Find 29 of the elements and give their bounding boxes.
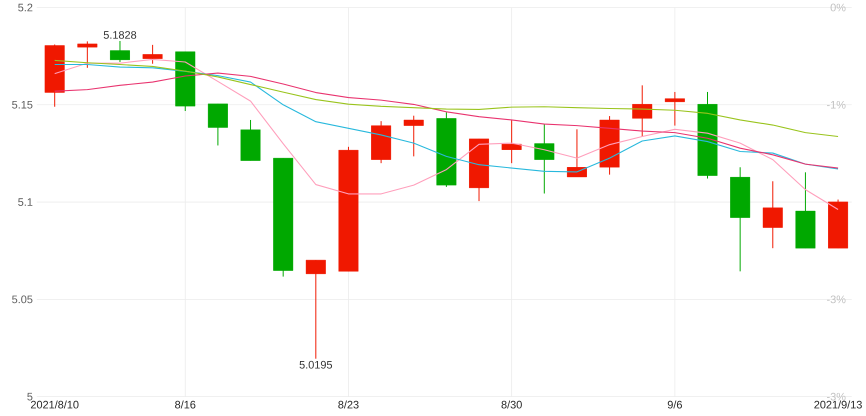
annotation: 5.1828 [104, 31, 136, 40]
candlestick [762, 180, 783, 249]
y2-tick-label: -3% [827, 296, 846, 304]
x-tick-label: 2021/9/13 [814, 400, 862, 409]
candlestick [632, 85, 652, 138]
candlestick [534, 124, 554, 194]
x-tick-label: 9/6 [668, 400, 682, 409]
candlestick [502, 120, 522, 164]
candlestick [404, 115, 424, 158]
y-tick-label: 5.1 [18, 198, 32, 206]
y2-tick-label: -1% [827, 101, 846, 109]
candlestick [110, 40, 130, 63]
candlestick [208, 104, 228, 146]
y-tick-label: 5.15 [12, 101, 32, 109]
x-tick-label: 8/16 [175, 400, 196, 409]
annotation: 5.0195 [300, 361, 332, 369]
candlestick [142, 44, 163, 64]
y2-tick-label: -3% [827, 393, 846, 401]
y2-tick-label: 0% [830, 4, 846, 12]
candlestick [306, 260, 326, 360]
x-tick-label: 2021/8/10 [30, 400, 79, 409]
candlestick [566, 129, 587, 178]
candlestick [77, 41, 98, 69]
x-tick-label: 8/30 [502, 400, 522, 409]
y-tick-label: 5.2 [18, 4, 32, 12]
y-tick-label: 5 [27, 393, 32, 401]
x-tick-label: 8/23 [338, 400, 359, 409]
y-tick-label: 5.05 [12, 296, 32, 304]
candlestick [664, 92, 685, 126]
